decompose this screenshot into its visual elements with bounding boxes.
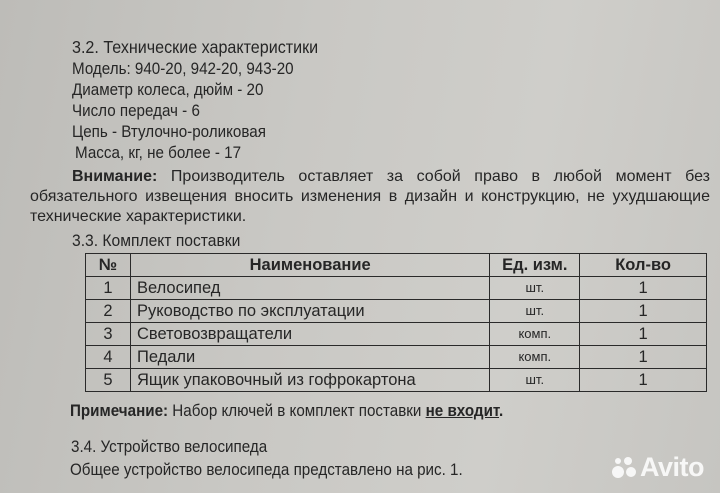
cell-qty: 1: [579, 368, 707, 392]
cell-num: 3: [85, 322, 131, 346]
cell-qty: 1: [579, 345, 707, 369]
cell-name: Педали: [129, 345, 491, 369]
table-header-row: № Наименование Ед. изм. Кол-во: [85, 253, 707, 277]
cell-unit: шт.: [489, 368, 581, 392]
cell-qty: 1: [579, 276, 707, 300]
cell-qty: 1: [579, 322, 707, 346]
cell-unit: комп.: [489, 322, 581, 346]
delivery-table: № Наименование Ед. изм. Кол-во 1 Велосип…: [85, 253, 707, 392]
cell-unit: шт.: [489, 276, 581, 300]
table-row: 2 Руководство по эксплуатации шт. 1: [85, 299, 707, 323]
note-text: Набор ключей в комплект поставки: [172, 402, 422, 420]
cell-qty: 1: [579, 299, 707, 323]
spec-line: Масса, кг, не более - 17: [75, 144, 242, 162]
cell-num: 2: [85, 299, 131, 323]
avito-logo-icon: [612, 455, 638, 479]
note-end: .: [499, 402, 504, 420]
table-row: 4 Педали комп. 1: [85, 345, 707, 369]
section-text: Общее устройство велосипеда представлено…: [70, 461, 463, 479]
avito-text: Avito: [640, 452, 705, 482]
cell-name: Ящик упаковочный из гофрокартона: [129, 368, 491, 392]
notice-paragraph: Внимание: Производитель оставляет за соб…: [30, 167, 710, 227]
avito-watermark: Avito: [612, 452, 705, 483]
spec-line: Число передач - 6: [72, 102, 200, 120]
notice-label: Внимание:: [72, 168, 158, 185]
cell-name: Велосипед: [129, 276, 491, 300]
table-row: 1 Велосипед шт. 1: [85, 276, 707, 300]
cell-name: Руководство по эксплуатации: [129, 299, 491, 323]
spec-line: Диаметр колеса, дюйм - 20: [72, 81, 264, 99]
note-emphasis: не входит: [425, 402, 500, 420]
section-heading: 3.4. Устройство велосипеда: [71, 438, 268, 456]
spec-line: Цепь - Втулочно-роликовая: [72, 123, 266, 141]
section-heading: 3.2. Технические характеристики: [72, 37, 319, 57]
column-header: Наименование: [129, 253, 491, 277]
table-row: 3 Световозвращатели комп. 1: [85, 322, 707, 346]
spec-line: Модель: 940-20, 942-20, 943-20: [72, 60, 294, 78]
notice-text: Производитель оставляет за собой право в…: [30, 168, 711, 225]
note-line: Примечание: Набор ключей в комплект пост…: [70, 402, 503, 421]
column-header: Кол-во: [579, 253, 707, 277]
section-heading: 3.3. Комплект поставки: [72, 231, 241, 250]
column-header: №: [85, 253, 131, 277]
table-row: 5 Ящик упаковочный из гофрокартона шт. 1: [85, 368, 707, 392]
cell-num: 4: [85, 345, 131, 369]
note-label: Примечание:: [70, 402, 169, 420]
cell-unit: комп.: [489, 345, 581, 369]
column-header: Ед. изм.: [489, 253, 581, 277]
cell-num: 5: [85, 368, 131, 392]
cell-name: Световозвращатели: [129, 322, 491, 346]
cell-unit: шт.: [489, 299, 581, 323]
cell-num: 1: [85, 276, 131, 300]
